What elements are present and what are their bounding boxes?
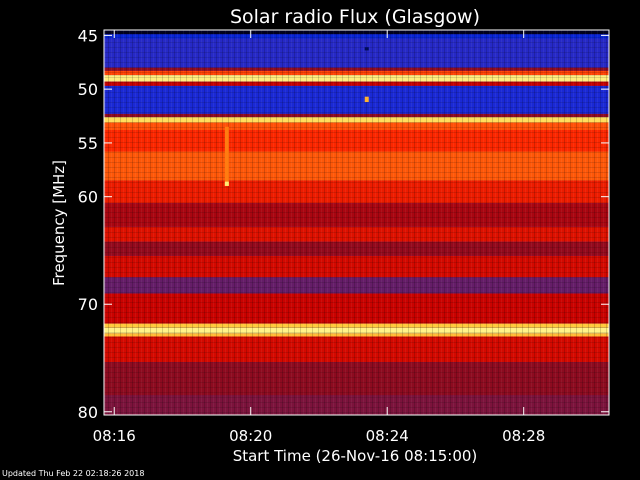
x-tick-label: 08:16 — [93, 427, 136, 445]
y-tick-label: 55 — [78, 134, 98, 153]
y-tick-label: 60 — [78, 188, 98, 207]
updated-timestamp: Updated Thu Feb 22 02:18:26 2018 — [2, 469, 145, 478]
axis-ticks: 45 50 55 60 70 80 08:16 08:20 08:24 08:28 — [78, 26, 609, 445]
burst-feature — [224, 181, 229, 186]
plot-area — [103, 29, 610, 416]
y-tick-label: 50 — [78, 80, 98, 99]
y-tick-label: 80 — [78, 403, 98, 422]
plot-frame — [103, 29, 610, 416]
y-tick-label: 45 — [78, 26, 98, 45]
x-axis-label: Start Time (26-Nov-16 08:15:00) — [233, 447, 478, 465]
burst-feature — [224, 126, 229, 186]
x-tick-label: 08:24 — [366, 427, 409, 445]
chart-title: Solar radio Flux (Glasgow) — [230, 6, 480, 28]
y-tick-label: 70 — [78, 295, 98, 314]
x-tick-label: 08:20 — [229, 427, 272, 445]
x-tick-label: 08:28 — [502, 427, 545, 445]
spectrum-texture — [104, 30, 609, 415]
burst-feature — [364, 47, 369, 51]
y-axis-label: Frequency [MHz] — [50, 160, 68, 286]
burst-feature — [364, 96, 369, 103]
